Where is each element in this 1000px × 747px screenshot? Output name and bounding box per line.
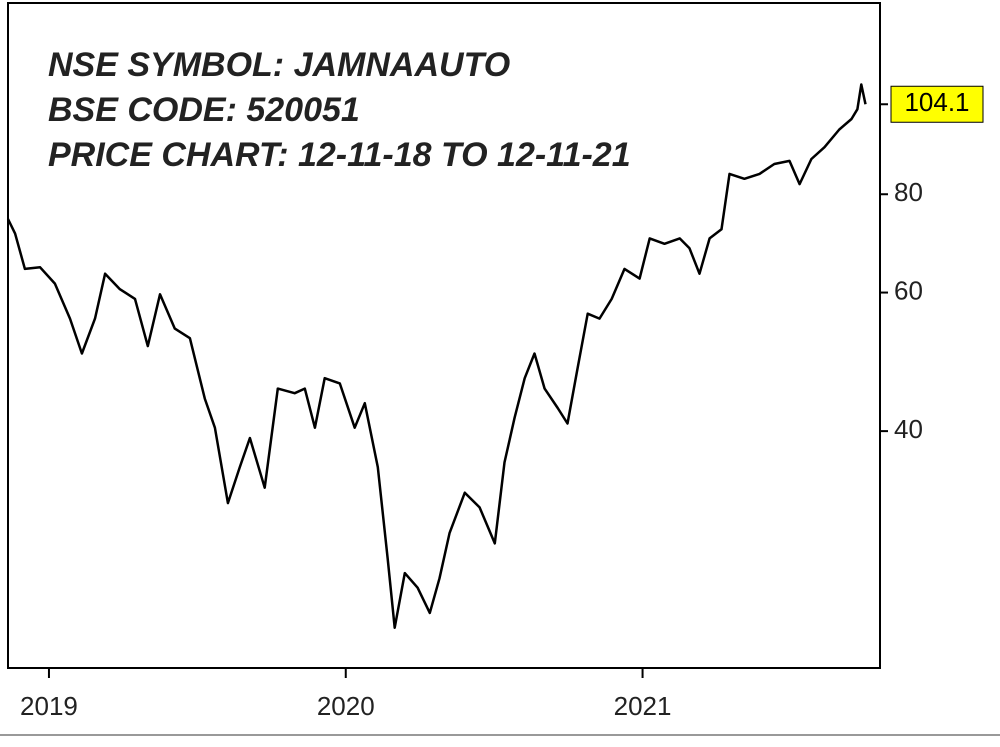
price-line: [6, 83, 867, 629]
chart-title: PRICE CHART: 12-11-18 TO 12-11-21: [48, 136, 631, 174]
y-tick-label: 80: [894, 177, 923, 207]
y-tick-label: 40: [894, 414, 923, 444]
x-tick-label: 2019: [20, 691, 78, 721]
last-value-label: 104.1: [904, 87, 969, 117]
y-tick-label: 60: [894, 275, 923, 305]
x-tick-label: 2021: [614, 691, 672, 721]
last-value-box: [890, 85, 984, 123]
chart-title: BSE CODE: 520051: [48, 91, 360, 129]
chart-title: NSE SYMBOL: JAMNAAUTO: [48, 46, 510, 84]
x-tick-label: 2020: [317, 691, 375, 721]
